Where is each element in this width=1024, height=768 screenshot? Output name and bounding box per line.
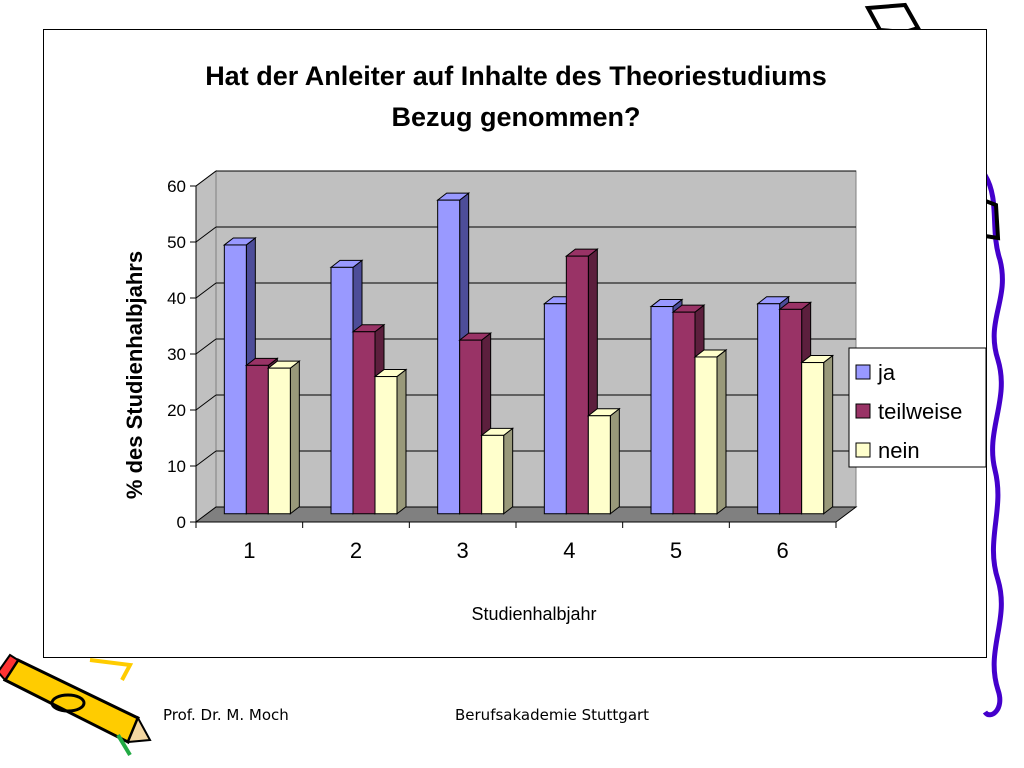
bar-teilweise-5 (672, 311, 696, 515)
gridline-side (195, 282, 217, 299)
gridline-side (195, 394, 217, 411)
y-tick-label: 60 (167, 177, 186, 196)
bar-ja-6 (757, 303, 781, 515)
gridline-side (195, 450, 217, 467)
y-tick-label: 30 (167, 345, 186, 364)
bar-ja-4 (543, 303, 567, 515)
footer-author: Prof. Dr. M. Moch (163, 706, 289, 724)
gridline-side (195, 170, 217, 187)
chart-frame: Hat der Anleiter auf Inhalte des Theorie… (43, 29, 987, 658)
bar-ja-5 (650, 306, 674, 515)
bar-ja-1 (223, 244, 247, 515)
bar-nein-4 (587, 415, 611, 515)
bar-ja-3 (437, 199, 461, 515)
footer-institution: Berufsakademie Stuttgart (455, 706, 650, 724)
x-tick-label: 1 (243, 538, 255, 563)
gridline-side (195, 338, 217, 355)
bar-nein-2 (374, 376, 398, 515)
y-tick-label: 10 (167, 457, 186, 476)
x-tick-label: 3 (457, 538, 469, 563)
legend-swatch-ja (855, 364, 871, 380)
bar-teilweise-6 (779, 308, 803, 515)
x-axis-label: Studienhalbjahr (471, 604, 596, 624)
bar-side-nein-5 (716, 348, 727, 515)
chart-title-line-2: Bezug genommen? (391, 102, 640, 132)
y-tick-label: 50 (167, 233, 186, 252)
bar-chart: Hat der Anleiter auf Inhalte des Theorie… (122, 61, 987, 624)
legend-label-ja: ja (877, 360, 896, 385)
bar-teilweise-1 (245, 364, 269, 515)
y-axis-label: % des Studienhalbjahrs (122, 251, 147, 499)
bar-nein-3 (481, 434, 505, 515)
chart-title-line-1: Hat der Anleiter auf Inhalte des Theorie… (205, 61, 827, 91)
bar-teilweise-2 (352, 331, 376, 515)
bar-side-nein-3 (503, 427, 514, 515)
x-tick-label: 2 (350, 538, 362, 563)
legend-label-nein: nein (878, 438, 920, 463)
legend: ja teilweise nein (848, 347, 987, 468)
blue-scribble-border (982, 173, 1005, 718)
bar-nein-5 (694, 356, 718, 515)
y-tick-label: 0 (177, 513, 186, 532)
black-scribble-right (982, 198, 1001, 241)
bar-nein-1 (267, 367, 291, 515)
gridline-side (195, 226, 217, 243)
bar-nein-6 (801, 362, 825, 515)
x-tick-label: 5 (670, 538, 682, 563)
bar-teilweise-4 (565, 255, 589, 515)
black-scribble-top (864, 2, 921, 35)
bar-ja-2 (330, 266, 354, 515)
legend-swatch-teilweise (855, 403, 871, 419)
legend-label-teilweise: teilweise (878, 399, 962, 424)
bar-side-nein-4 (609, 407, 620, 515)
bar-teilweise-3 (459, 339, 483, 515)
x-tick-label: 4 (563, 538, 575, 563)
bar-side-nein-6 (823, 354, 834, 515)
bar-side-nein-1 (289, 360, 300, 515)
x-tick-label: 6 (777, 538, 789, 563)
y-tick-label: 40 (167, 289, 186, 308)
legend-swatch-nein (855, 442, 871, 458)
bar-side-nein-2 (396, 368, 407, 515)
pencil-icon (0, 653, 152, 757)
y-tick-label: 20 (167, 401, 186, 420)
